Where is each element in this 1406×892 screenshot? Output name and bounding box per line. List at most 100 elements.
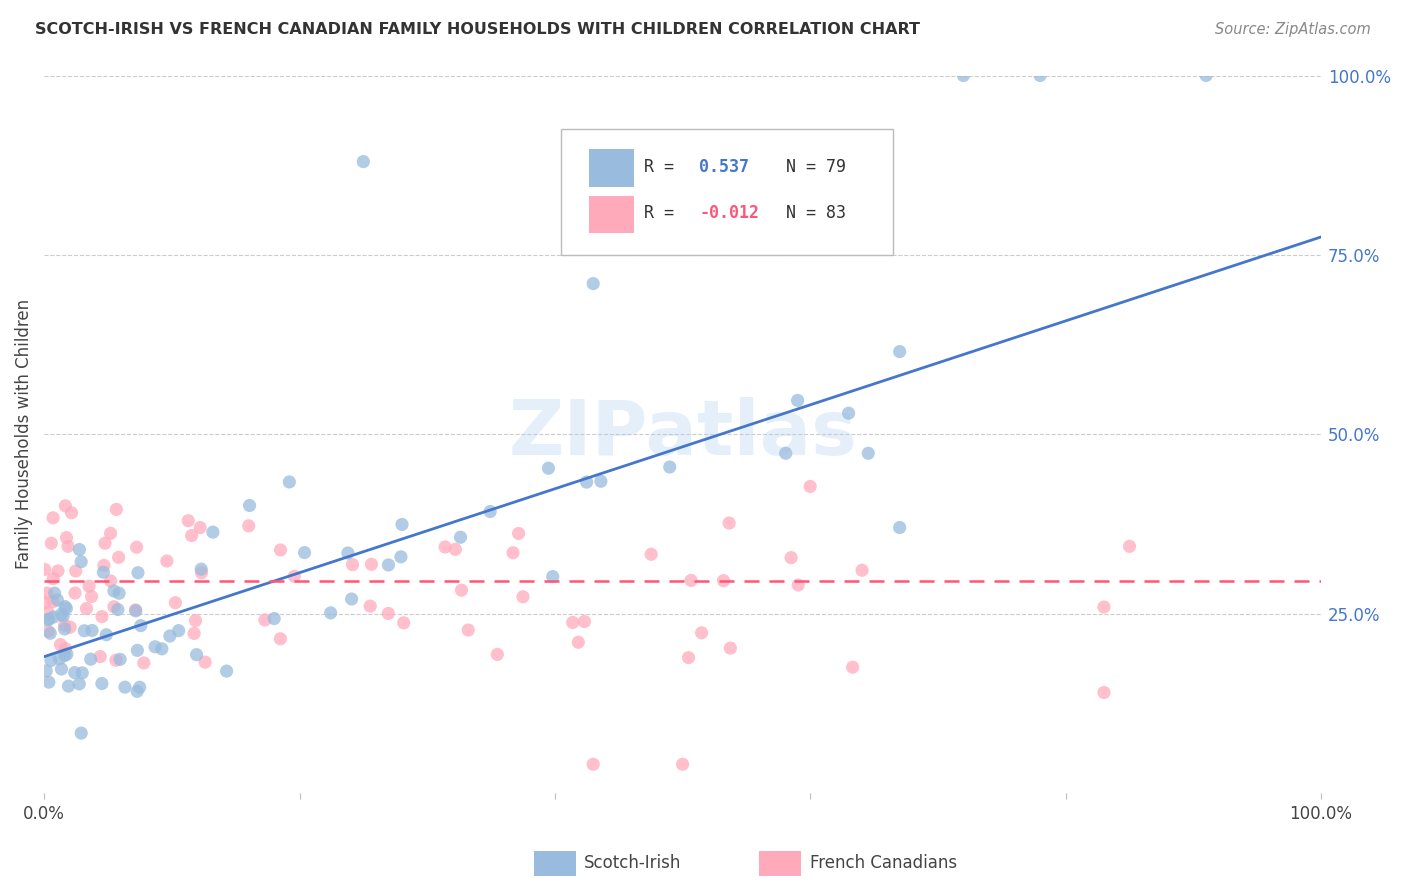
Point — [180, 528, 202, 542]
Point — [1118, 539, 1140, 553]
Point — [541, 569, 564, 583]
Point — [561, 615, 583, 630]
Point — [858, 446, 880, 460]
Point — [114, 680, 136, 694]
Point — [342, 558, 364, 572]
Point — [1092, 685, 1115, 699]
Point — [678, 650, 700, 665]
Text: N = 79: N = 79 — [766, 159, 845, 177]
Point — [537, 461, 560, 475]
Point — [340, 592, 363, 607]
Point — [77, 579, 100, 593]
Point — [159, 629, 181, 643]
Point — [63, 586, 86, 600]
Point — [56, 539, 79, 553]
Point — [177, 514, 200, 528]
Text: French Canadians: French Canadians — [810, 855, 957, 872]
Point — [713, 574, 735, 588]
Point — [183, 626, 205, 640]
Point — [188, 520, 211, 534]
Point — [1195, 69, 1218, 83]
Point — [775, 446, 797, 460]
Point — [658, 460, 681, 475]
Point — [42, 595, 65, 609]
Point — [787, 578, 810, 592]
Point — [502, 546, 524, 560]
Text: R =: R = — [644, 159, 685, 177]
Point — [127, 566, 149, 580]
Point — [567, 635, 589, 649]
Point — [38, 612, 60, 626]
Point — [352, 154, 374, 169]
Point — [574, 615, 596, 629]
Point — [37, 606, 59, 620]
Point — [190, 562, 212, 576]
Text: R =: R = — [644, 204, 685, 222]
Point — [93, 558, 115, 573]
Point — [107, 602, 129, 616]
Point — [444, 542, 467, 557]
Point — [35, 586, 58, 600]
Point — [80, 652, 103, 666]
Y-axis label: Family Households with Children: Family Households with Children — [15, 299, 32, 569]
Point — [486, 648, 509, 662]
Text: Scotch-Irish: Scotch-Irish — [583, 855, 681, 872]
Point — [94, 536, 117, 550]
Point — [34, 562, 56, 576]
Point — [952, 69, 974, 83]
Point — [37, 613, 59, 627]
Point — [48, 652, 70, 666]
Point — [582, 757, 605, 772]
Point — [201, 525, 224, 540]
Point — [450, 583, 472, 598]
Point — [167, 624, 190, 638]
Point — [283, 569, 305, 583]
Point — [156, 554, 179, 568]
Point — [278, 475, 301, 489]
Point — [128, 680, 150, 694]
Point — [575, 475, 598, 489]
Point — [67, 677, 90, 691]
Point — [70, 726, 93, 740]
Point — [108, 652, 131, 666]
Point — [125, 540, 148, 554]
Point — [679, 574, 702, 588]
Point — [253, 613, 276, 627]
Point — [780, 550, 803, 565]
Point — [56, 647, 79, 661]
Point — [80, 590, 103, 604]
Point — [90, 676, 112, 690]
Point — [46, 564, 69, 578]
Point — [269, 543, 291, 558]
Point — [73, 624, 96, 638]
Point — [336, 546, 359, 560]
Point — [582, 277, 605, 291]
Point — [91, 609, 114, 624]
Point — [392, 615, 415, 630]
Point — [53, 599, 76, 614]
Point — [107, 550, 129, 565]
Point — [359, 599, 381, 613]
Point — [67, 542, 90, 557]
Point — [127, 643, 149, 657]
Point — [63, 665, 86, 680]
Point — [889, 344, 911, 359]
Point — [690, 625, 713, 640]
Point — [46, 593, 69, 607]
Point — [851, 563, 873, 577]
Point — [72, 665, 94, 680]
Point — [132, 656, 155, 670]
Point — [263, 611, 285, 625]
Point — [76, 601, 98, 615]
Point — [37, 624, 59, 639]
Point — [44, 586, 66, 600]
Text: Source: ZipAtlas.com: Source: ZipAtlas.com — [1215, 22, 1371, 37]
Point — [190, 566, 212, 580]
Point — [186, 648, 208, 662]
Point — [125, 604, 148, 618]
Point — [41, 536, 63, 550]
Point — [42, 610, 65, 624]
Point — [457, 623, 479, 637]
Point — [1029, 69, 1052, 83]
Point — [39, 653, 62, 667]
